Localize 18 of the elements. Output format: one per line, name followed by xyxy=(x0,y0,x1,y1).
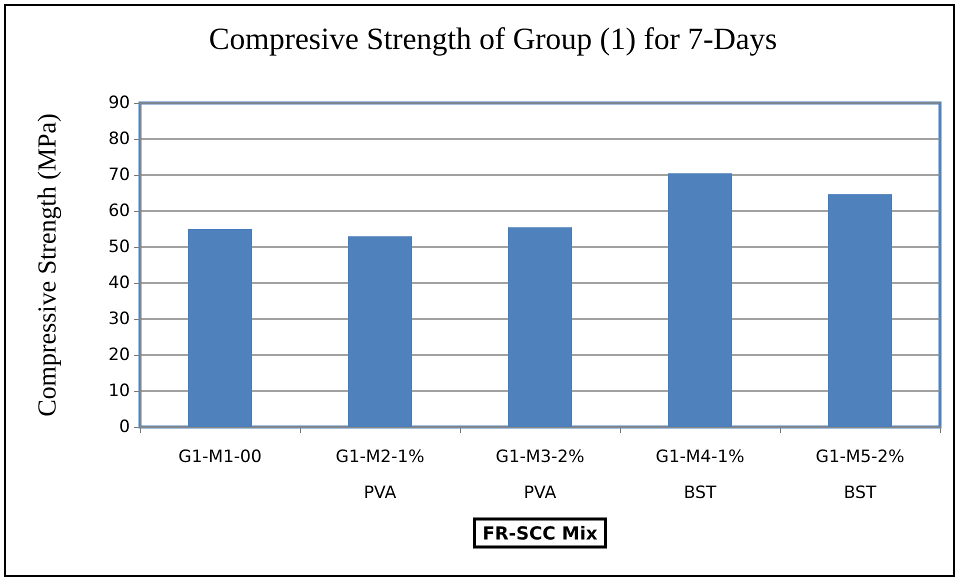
chart-title: Compresive Strength of Group (1) for 7-Days xyxy=(208,21,778,56)
x-tick-label: G1-M3-2% PVA xyxy=(496,447,584,503)
y-tick-label: 30 xyxy=(108,309,130,329)
y-tick-label: 90 xyxy=(108,93,130,113)
y-tick-label: 10 xyxy=(108,381,130,401)
y-tick-label: 80 xyxy=(108,129,130,149)
x-axis-title: FR-SCC Mix xyxy=(482,524,598,544)
y-axis-title: Compressive Strength (MPa) xyxy=(32,113,62,417)
x-tick-label: G1-M2-1% PVA xyxy=(336,447,424,503)
y-tick-label: 70 xyxy=(108,165,130,185)
x-tick-label: G1-M5-2% BST xyxy=(816,447,904,503)
y-tick-label: 60 xyxy=(108,201,130,221)
y-tick-label: 40 xyxy=(108,273,130,293)
y-tick-label: 50 xyxy=(108,237,130,257)
x-tick-label: G1-M1-00 xyxy=(178,447,262,467)
y-tick-label: 20 xyxy=(108,345,130,365)
x-tick-label: G1-M4-1% BST xyxy=(656,447,744,503)
y-tick-label: 0 xyxy=(119,417,130,437)
